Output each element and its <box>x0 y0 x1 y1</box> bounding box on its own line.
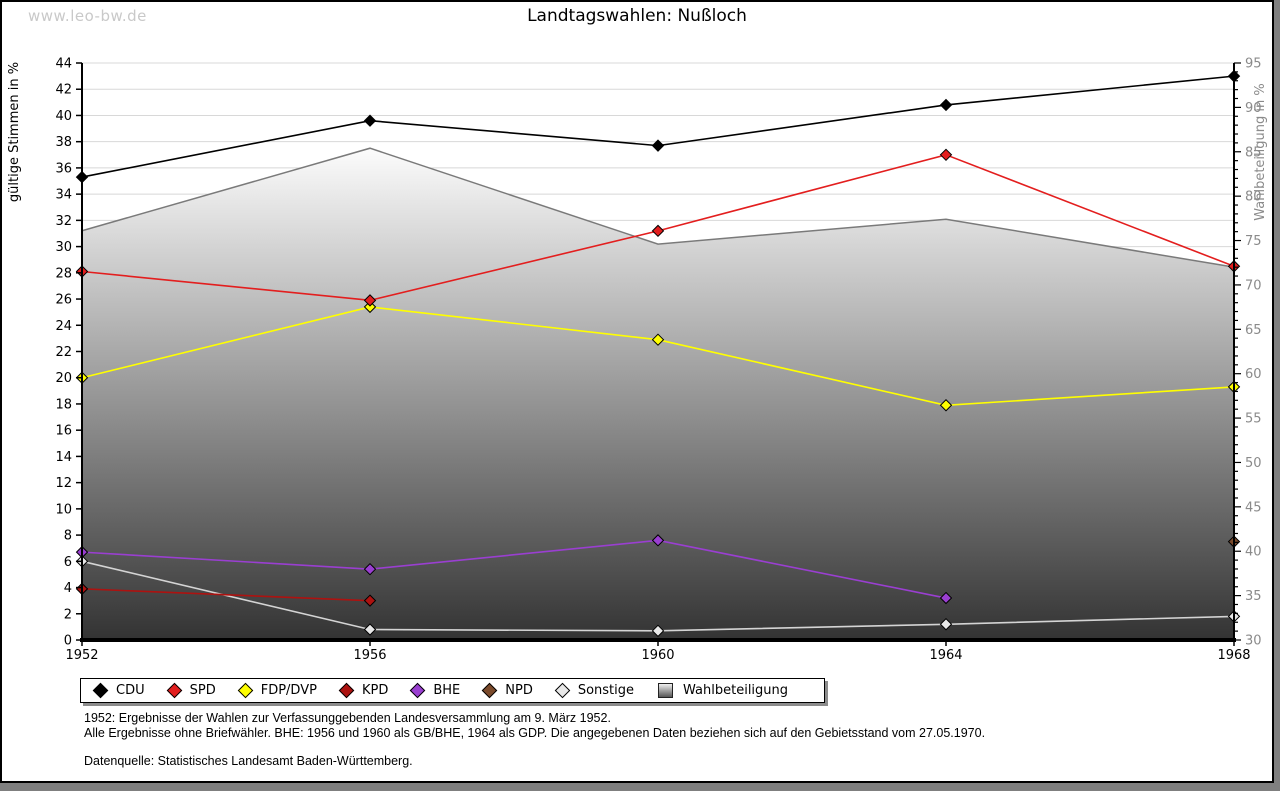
footer-note-2: Alle Ergebnisse ohne Briefwähler. BHE: 1… <box>84 725 986 740</box>
marker-spd-1956 <box>363 294 377 307</box>
svg-text:16: 16 <box>55 424 72 439</box>
svg-text:38: 38 <box>55 135 72 150</box>
cdu-swatch-icon <box>92 682 109 699</box>
marker-cdu-1960 <box>651 139 665 152</box>
series-line-kpd <box>75 582 377 607</box>
svg-text:40: 40 <box>55 109 72 124</box>
svg-text:14: 14 <box>55 450 72 465</box>
marker-bhe-1956 <box>363 562 377 576</box>
svg-text:30: 30 <box>55 240 72 255</box>
spd-swatch-icon <box>166 682 182 699</box>
series-line-fdp-dvp <box>75 300 1241 412</box>
svg-text:28: 28 <box>55 266 72 281</box>
legend-label: SPD <box>189 683 216 698</box>
legend-label: KPD <box>361 683 389 698</box>
svg-text:40: 40 <box>1245 545 1262 560</box>
fdp-dvp-swatch-icon <box>237 682 253 699</box>
svg-text:50: 50 <box>1245 456 1262 471</box>
svg-text:12: 12 <box>55 476 72 491</box>
marker-spd-1960 <box>651 224 665 238</box>
legend-label: BHE <box>433 683 461 698</box>
svg-text:26: 26 <box>55 293 72 308</box>
legend-item-fdp-dvp: FDP/DVP <box>237 682 317 699</box>
legend-item-bhe: BHE <box>410 682 461 699</box>
kpd-swatch-icon <box>338 682 355 699</box>
svg-text:85: 85 <box>1245 145 1262 160</box>
svg-text:24: 24 <box>55 319 72 334</box>
svg-text:32: 32 <box>55 214 72 229</box>
npd-swatch-icon <box>481 682 498 699</box>
series-area-wahlbeteiligung <box>81 147 1235 641</box>
marker-spd-1964 <box>939 148 953 162</box>
svg-text:44: 44 <box>55 57 72 72</box>
legend-label: Wahlbeteiligung <box>683 683 789 698</box>
marker-sonstige-1964 <box>939 618 953 631</box>
legend-item-cdu: CDU <box>92 682 145 699</box>
svg-text:8: 8 <box>64 529 72 544</box>
legend: CDU SPD FDP/DVP KPD BHE NPD Sonstige Wahlbeteil… <box>80 678 825 703</box>
svg-text:20: 20 <box>55 371 72 386</box>
marker-sonstige-1960 <box>651 624 665 638</box>
svg-text:30: 30 <box>1245 634 1262 649</box>
marker-cdu-1964 <box>939 98 953 112</box>
svg-text:90: 90 <box>1245 101 1262 116</box>
chart-title: Landtagswahlen: Nußloch <box>527 6 747 26</box>
svg-text:70: 70 <box>1245 278 1262 293</box>
svg-text:34: 34 <box>55 188 72 203</box>
footer-notes: 1952: Ergebnisse der Wahlen zur Verfassu… <box>84 711 985 769</box>
legend-item-spd: SPD <box>166 682 216 699</box>
marker-fdp-dvp-1964 <box>939 399 953 412</box>
svg-text:1960: 1960 <box>641 648 674 663</box>
svg-text:6: 6 <box>64 555 72 570</box>
legend-label: Sonstige <box>577 683 635 698</box>
footer-source: Datenquelle: Statistisches Landesamt Bad… <box>84 754 413 768</box>
svg-text:1964: 1964 <box>929 648 962 663</box>
marker-bhe-1964 <box>939 591 953 605</box>
legend-item-npd: NPD <box>481 682 533 699</box>
svg-text:0: 0 <box>64 634 72 649</box>
svg-text:2: 2 <box>64 607 72 622</box>
svg-text:45: 45 <box>1245 500 1262 515</box>
marker-fdp-dvp-1956 <box>363 300 377 314</box>
svg-text:65: 65 <box>1245 323 1262 338</box>
svg-text:95: 95 <box>1245 57 1262 72</box>
watermark: www.leo-bw.de <box>28 7 147 25</box>
right-axis-title: Wahlbeteiligung in % <box>1253 83 1268 220</box>
sonstige-swatch-icon <box>554 682 571 699</box>
svg-text:22: 22 <box>55 345 72 360</box>
chart-canvas: 0246810121416182022242628303234363840424… <box>7 57 1268 664</box>
svg-text:35: 35 <box>1245 589 1262 604</box>
svg-text:36: 36 <box>55 161 72 176</box>
wahlbeteiligung-swatch-icon <box>658 683 674 698</box>
series-line-cdu <box>75 69 1241 184</box>
axes: 0246810121416182022242628303234363840424… <box>55 57 1261 664</box>
marker-fdp-dvp-1960 <box>651 333 665 346</box>
svg-text:18: 18 <box>55 397 72 412</box>
bhe-swatch-icon <box>410 682 426 699</box>
svg-text:1952: 1952 <box>65 648 98 663</box>
svg-text:4: 4 <box>64 581 72 596</box>
svg-text:60: 60 <box>1245 367 1262 382</box>
svg-text:1956: 1956 <box>353 648 386 663</box>
legend-item-kpd: KPD <box>338 682 389 699</box>
legend-item-wahlbeteiligung: Wahlbeteiligung <box>658 683 788 698</box>
svg-text:75: 75 <box>1245 234 1262 249</box>
svg-text:80: 80 <box>1245 190 1262 205</box>
svg-text:1968: 1968 <box>1217 648 1250 663</box>
legend-label: NPD <box>505 683 533 698</box>
legend-label: FDP/DVP <box>260 683 317 698</box>
marker-kpd-1956 <box>363 594 377 607</box>
marker-cdu-1956 <box>363 114 377 127</box>
svg-text:10: 10 <box>55 502 72 517</box>
marker-sonstige-1956 <box>363 623 377 636</box>
svg-text:55: 55 <box>1245 412 1262 427</box>
left-axis-title: gültige Stimmen in % <box>7 62 22 202</box>
legend-label: CDU <box>116 683 145 698</box>
footer-note-1: 1952: Ergebnisse der Wahlen zur Verfassu… <box>84 711 611 725</box>
svg-text:42: 42 <box>55 83 72 98</box>
legend-item-sonstige: Sonstige <box>554 682 635 699</box>
marker-bhe-1960 <box>651 534 665 547</box>
